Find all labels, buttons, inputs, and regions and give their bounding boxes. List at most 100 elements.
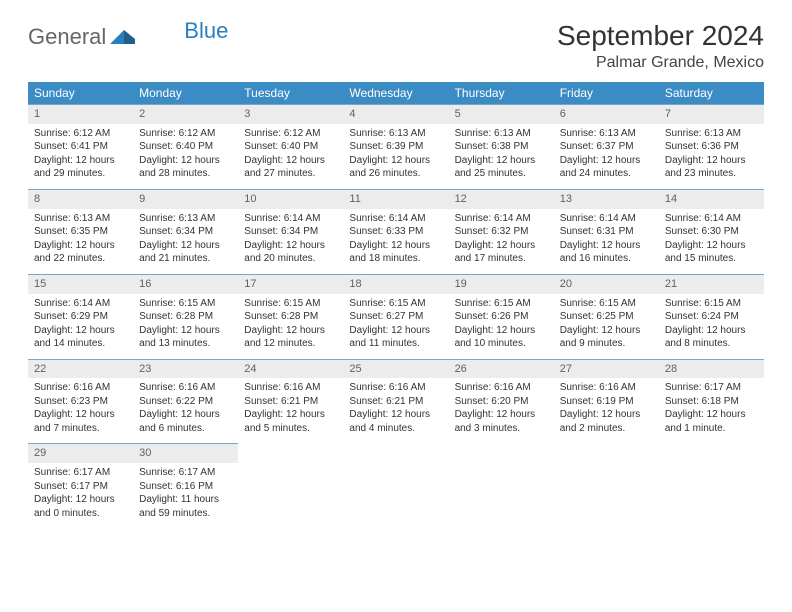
day-line: Sunset: 6:40 PM: [139, 140, 232, 154]
day-body: Sunrise: 6:15 AMSunset: 6:25 PMDaylight:…: [554, 294, 659, 359]
day-body: Sunrise: 6:17 AMSunset: 6:16 PMDaylight:…: [133, 463, 238, 528]
calendar-cell: 5Sunrise: 6:13 AMSunset: 6:38 PMDaylight…: [449, 105, 554, 190]
month-title: September 2024: [557, 20, 764, 52]
day-body: Sunrise: 6:14 AMSunset: 6:30 PMDaylight:…: [659, 209, 764, 274]
day-line: Sunset: 6:28 PM: [139, 310, 232, 324]
day-line: Daylight: 12 hours: [560, 408, 653, 422]
calendar-cell: 25Sunrise: 6:16 AMSunset: 6:21 PMDayligh…: [343, 359, 448, 444]
calendar-cell: 6Sunrise: 6:13 AMSunset: 6:37 PMDaylight…: [554, 105, 659, 190]
day-line: Daylight: 12 hours: [139, 408, 232, 422]
day-body: Sunrise: 6:14 AMSunset: 6:31 PMDaylight:…: [554, 209, 659, 274]
calendar-week-row: 8Sunrise: 6:13 AMSunset: 6:35 PMDaylight…: [28, 189, 764, 274]
day-line: Sunset: 6:40 PM: [244, 140, 337, 154]
day-number: 23: [133, 360, 238, 379]
day-line: and 2 minutes.: [560, 422, 653, 436]
day-line: Sunset: 6:24 PM: [665, 310, 758, 324]
day-line: Sunset: 6:34 PM: [244, 225, 337, 239]
day-line: Daylight: 12 hours: [34, 154, 127, 168]
day-line: and 18 minutes.: [349, 252, 442, 266]
day-number: 6: [554, 105, 659, 124]
day-line: Daylight: 12 hours: [349, 239, 442, 253]
calendar-cell: 22Sunrise: 6:16 AMSunset: 6:23 PMDayligh…: [28, 359, 133, 444]
day-body: Sunrise: 6:13 AMSunset: 6:37 PMDaylight:…: [554, 124, 659, 189]
calendar-cell: 29Sunrise: 6:17 AMSunset: 6:17 PMDayligh…: [28, 444, 133, 528]
day-line: Sunrise: 6:15 AM: [665, 297, 758, 311]
day-body: Sunrise: 6:12 AMSunset: 6:40 PMDaylight:…: [133, 124, 238, 189]
day-number: 10: [238, 190, 343, 209]
day-line: Sunrise: 6:13 AM: [560, 127, 653, 141]
brand-logo: General Blue: [28, 20, 228, 50]
day-body: Sunrise: 6:16 AMSunset: 6:21 PMDaylight:…: [238, 378, 343, 443]
day-body: Sunrise: 6:12 AMSunset: 6:40 PMDaylight:…: [238, 124, 343, 189]
day-body: Sunrise: 6:13 AMSunset: 6:39 PMDaylight:…: [343, 124, 448, 189]
day-number: 17: [238, 275, 343, 294]
day-line: Sunset: 6:33 PM: [349, 225, 442, 239]
day-line: Sunset: 6:20 PM: [455, 395, 548, 409]
day-line: Sunrise: 6:13 AM: [455, 127, 548, 141]
day-line: Sunrise: 6:16 AM: [244, 381, 337, 395]
day-line: and 22 minutes.: [34, 252, 127, 266]
calendar-cell: 15Sunrise: 6:14 AMSunset: 6:29 PMDayligh…: [28, 274, 133, 359]
day-line: Sunset: 6:18 PM: [665, 395, 758, 409]
day-line: Sunset: 6:29 PM: [34, 310, 127, 324]
day-line: and 17 minutes.: [455, 252, 548, 266]
day-line: and 14 minutes.: [34, 337, 127, 351]
day-line: Daylight: 11 hours: [139, 493, 232, 507]
day-body: Sunrise: 6:12 AMSunset: 6:41 PMDaylight:…: [28, 124, 133, 189]
day-line: Daylight: 12 hours: [34, 239, 127, 253]
title-block: September 2024 Palmar Grande, Mexico: [557, 20, 764, 72]
day-line: and 11 minutes.: [349, 337, 442, 351]
calendar-cell: 28Sunrise: 6:17 AMSunset: 6:18 PMDayligh…: [659, 359, 764, 444]
day-line: and 25 minutes.: [455, 167, 548, 181]
day-line: Sunrise: 6:17 AM: [665, 381, 758, 395]
day-line: Sunset: 6:36 PM: [665, 140, 758, 154]
calendar-table: Sunday Monday Tuesday Wednesday Thursday…: [28, 82, 764, 528]
calendar-cell: 10Sunrise: 6:14 AMSunset: 6:34 PMDayligh…: [238, 189, 343, 274]
day-line: Daylight: 12 hours: [455, 154, 548, 168]
day-line: Daylight: 12 hours: [665, 239, 758, 253]
calendar-week-row: 29Sunrise: 6:17 AMSunset: 6:17 PMDayligh…: [28, 444, 764, 528]
day-body: Sunrise: 6:16 AMSunset: 6:23 PMDaylight:…: [28, 378, 133, 443]
day-body: Sunrise: 6:16 AMSunset: 6:19 PMDaylight:…: [554, 378, 659, 443]
calendar-cell: 26Sunrise: 6:16 AMSunset: 6:20 PMDayligh…: [449, 359, 554, 444]
day-line: and 26 minutes.: [349, 167, 442, 181]
calendar-cell: [238, 444, 343, 528]
logo-mark-icon: [110, 24, 136, 50]
day-line: Daylight: 12 hours: [560, 154, 653, 168]
day-number: 11: [343, 190, 448, 209]
calendar-cell: 27Sunrise: 6:16 AMSunset: 6:19 PMDayligh…: [554, 359, 659, 444]
day-line: Daylight: 12 hours: [34, 324, 127, 338]
dayhead-tue: Tuesday: [238, 82, 343, 105]
day-line: Sunrise: 6:13 AM: [34, 212, 127, 226]
day-line: and 29 minutes.: [34, 167, 127, 181]
day-line: and 20 minutes.: [244, 252, 337, 266]
dayhead-thu: Thursday: [449, 82, 554, 105]
day-line: Sunrise: 6:16 AM: [349, 381, 442, 395]
day-header-row: Sunday Monday Tuesday Wednesday Thursday…: [28, 82, 764, 105]
day-line: Sunrise: 6:16 AM: [455, 381, 548, 395]
day-line: Sunrise: 6:17 AM: [139, 466, 232, 480]
calendar-cell: 24Sunrise: 6:16 AMSunset: 6:21 PMDayligh…: [238, 359, 343, 444]
day-line: Sunset: 6:34 PM: [139, 225, 232, 239]
day-line: Sunrise: 6:12 AM: [244, 127, 337, 141]
day-line: and 15 minutes.: [665, 252, 758, 266]
calendar-cell: 23Sunrise: 6:16 AMSunset: 6:22 PMDayligh…: [133, 359, 238, 444]
day-body: Sunrise: 6:15 AMSunset: 6:26 PMDaylight:…: [449, 294, 554, 359]
day-number: 14: [659, 190, 764, 209]
day-line: Sunrise: 6:14 AM: [560, 212, 653, 226]
day-line: Daylight: 12 hours: [455, 408, 548, 422]
day-line: Sunrise: 6:12 AM: [34, 127, 127, 141]
day-line: Daylight: 12 hours: [244, 239, 337, 253]
day-line: Sunset: 6:23 PM: [34, 395, 127, 409]
day-number: 9: [133, 190, 238, 209]
day-line: and 6 minutes.: [139, 422, 232, 436]
day-line: Sunset: 6:21 PM: [244, 395, 337, 409]
calendar-cell: 30Sunrise: 6:17 AMSunset: 6:16 PMDayligh…: [133, 444, 238, 528]
calendar-cell: 12Sunrise: 6:14 AMSunset: 6:32 PMDayligh…: [449, 189, 554, 274]
dayhead-sun: Sunday: [28, 82, 133, 105]
day-line: and 27 minutes.: [244, 167, 337, 181]
day-line: and 12 minutes.: [244, 337, 337, 351]
calendar-cell: 2Sunrise: 6:12 AMSunset: 6:40 PMDaylight…: [133, 105, 238, 190]
calendar-cell: 4Sunrise: 6:13 AMSunset: 6:39 PMDaylight…: [343, 105, 448, 190]
day-line: Sunset: 6:28 PM: [244, 310, 337, 324]
